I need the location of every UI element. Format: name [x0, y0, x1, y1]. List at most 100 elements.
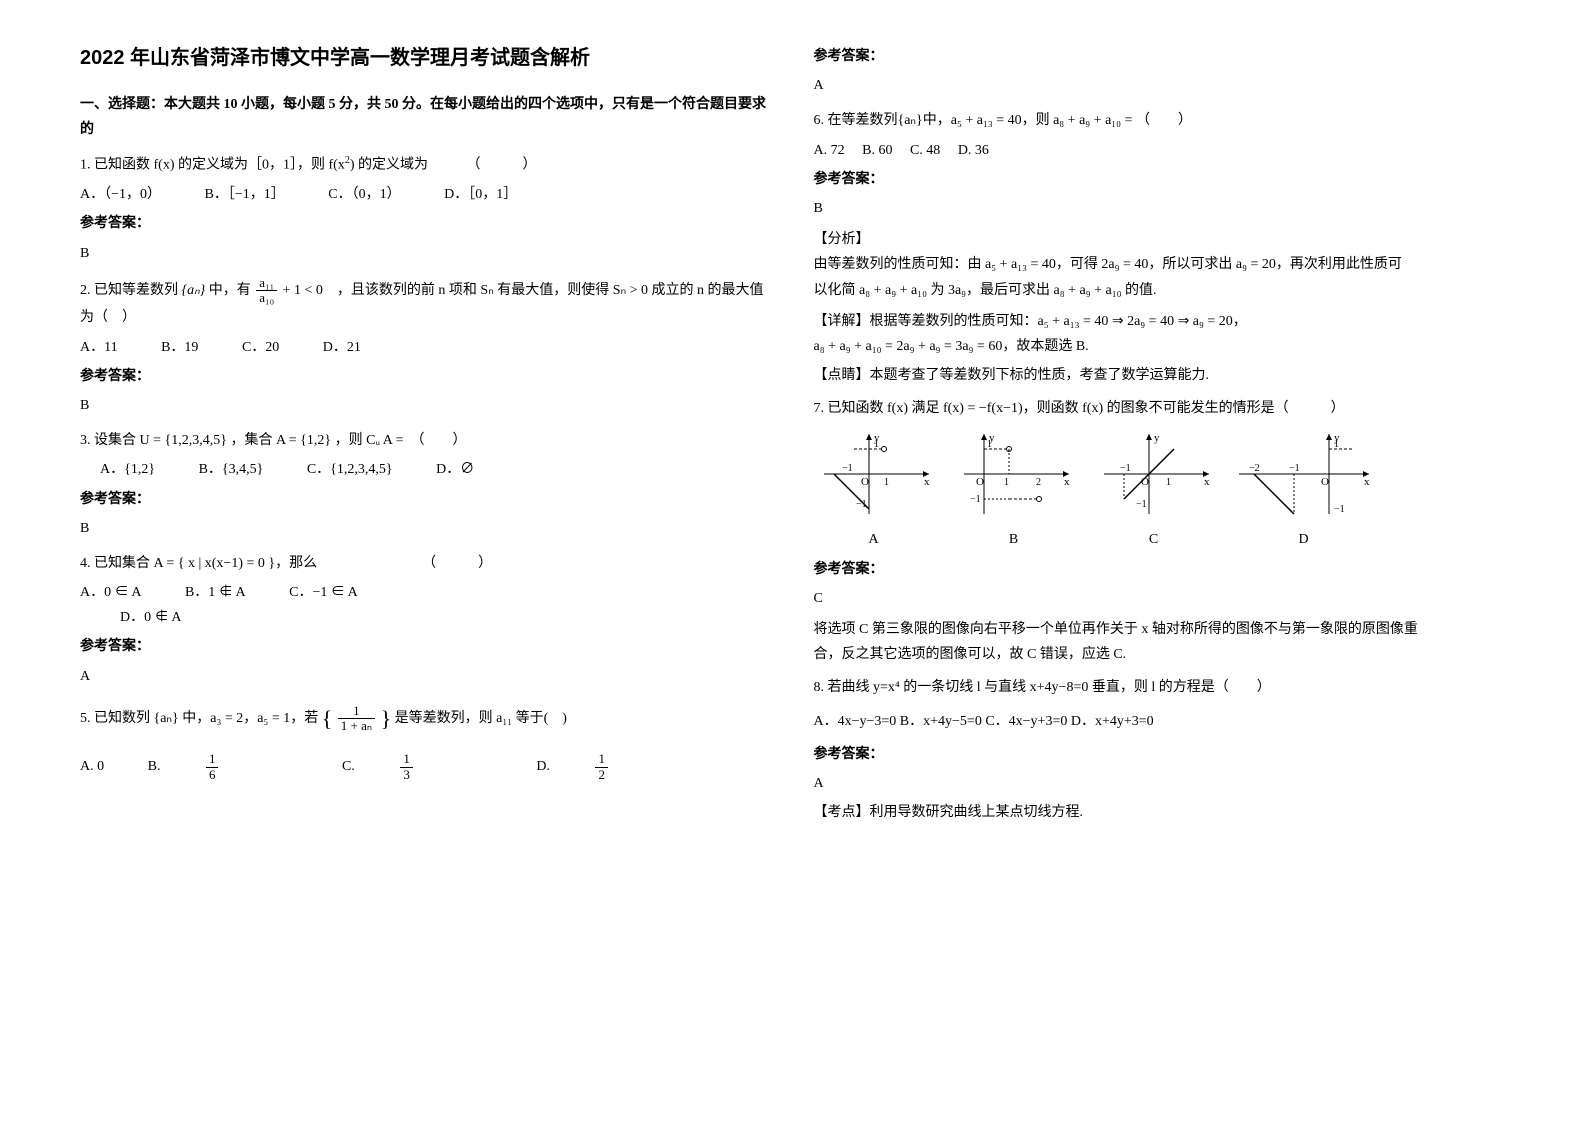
chart-C-svg: y x −1 1 −1 O — [1094, 429, 1214, 519]
q3-optD: D．∅ — [436, 457, 474, 482]
question-1: 1. 已知函数 f(x) 的定义域为［0，1］，则 f(x2) 的定义域为 （ … — [80, 152, 774, 265]
q5-optD-num: 1 — [595, 752, 608, 767]
chart-A: y x 1 −1 1 −1 O — [814, 429, 934, 519]
q3-optA: A．{1,2} — [100, 457, 155, 482]
q6-optB: B. 60 — [862, 138, 892, 163]
q1-ans: B — [80, 241, 774, 266]
q2-text-a: 2. 已知等差数列 — [80, 283, 178, 298]
q5-frac-num: 1 — [338, 704, 375, 719]
page-title: 2022 年山东省菏泽市博文中学高一数学理月考试题含解析 — [80, 40, 774, 76]
q2-ans-head: 参考答案： — [80, 364, 774, 389]
q6-text: 6. 在等差数列{aₙ}中，a₅ + a₁₃ = 40，则 a₈ + a₉ + … — [814, 108, 1508, 133]
q1-ans-head: 参考答案： — [80, 211, 774, 236]
q2-optA: A．11 — [80, 335, 118, 360]
q4-ans-head: 参考答案： — [80, 634, 774, 659]
chart-B: y x 1 1 2 −1 O — [954, 429, 1074, 519]
chart-A-svg: y x 1 −1 1 −1 O — [814, 429, 934, 519]
question-5: 5. 已知数列 {aₙ} 中，a₃ = 2，a₅ = 1，若 { 1 1 + a… — [80, 699, 774, 782]
q1-optA: A．（−1，0） — [80, 182, 161, 207]
q5-optD: D. 12 — [536, 752, 688, 782]
q4-ans: A — [80, 664, 774, 689]
q5-frac-den: 1 + aₙ — [338, 719, 375, 733]
q4-optB: B．1 ∉ A — [185, 580, 246, 605]
q6-comment: 【点睛】本题考查了等差数列下标的性质，考查了数学运算能力. — [814, 363, 1508, 388]
q6-optA: A. 72 — [814, 138, 845, 163]
q4-text: 4. 已知集合 A = { x | x(x−1) = 0 }，那么 （ ） — [80, 551, 774, 576]
q2-optC: C．20 — [242, 335, 279, 360]
q1-options: A．（−1，0） B．［−1，1］ C．（0，1） D．［0，1］ — [80, 182, 774, 207]
svg-text:1: 1 — [874, 439, 879, 450]
q6-analysis-head: 【分析】 — [814, 227, 1508, 252]
q7-text: 7. 已知函数 f(x) 满足 f(x) = −f(x−1)，则函数 f(x) … — [814, 396, 1508, 421]
q7-charts: y x 1 −1 1 −1 O — [814, 429, 1508, 519]
q4-optD: D．0 ∉ A — [80, 605, 774, 630]
q7-labB: B — [954, 527, 1074, 552]
chart-C-ny: −1 — [1136, 499, 1147, 510]
q7-labC: C — [1094, 527, 1214, 552]
chart-A-neg1: −1 — [842, 463, 853, 474]
question-3: 3. 设集合 U = {1,2,3,4,5} ，集合 A = {1,2} ，则 … — [80, 428, 774, 541]
svg-text:O: O — [861, 476, 869, 488]
q7-expl-l2: 合，反之其它选项的图像可以，故 C 错误，应选 C. — [814, 642, 1508, 667]
q6-optC: C. 48 — [910, 138, 940, 163]
q5-optC: C. 13 — [342, 752, 493, 782]
q3-ans-head: 参考答案： — [80, 487, 774, 512]
q3-optC: C．{1,2,3,4,5} — [307, 457, 393, 482]
q5-ans-head: 参考答案： — [814, 44, 1508, 69]
q7-ans: C — [814, 586, 1508, 611]
q2-frac-num: a₁₁ — [256, 276, 277, 291]
q5-optD-den: 2 — [595, 768, 608, 782]
q1-optD: D．［0，1］ — [444, 182, 517, 207]
q6-analysis-l1: 由等差数列的性质可知：由 a₅ + a₁₃ = 40，可得 2a₉ = 40，所… — [814, 252, 1508, 277]
svg-text:O: O — [976, 476, 984, 488]
chart-B-t1: 1 — [1004, 477, 1009, 488]
q7-ans-head: 参考答案： — [814, 557, 1508, 582]
q5-text-b: 是等差数列，则 a₁₁ 等于( ) — [395, 711, 567, 726]
q5-options: A. 0 B. 16 C. 13 D. 12 — [80, 752, 774, 782]
q5-optD-pre: D. — [536, 754, 550, 779]
q2-fraction: a₁₁ a₁₀ — [256, 276, 277, 306]
q2-ans: B — [80, 393, 774, 418]
question-4: 4. 已知集合 A = { x | x(x−1) = 0 }，那么 （ ） A．… — [80, 551, 774, 689]
q3-ans: B — [80, 516, 774, 541]
q5-fraction: 1 1 + aₙ — [338, 704, 375, 734]
svg-text:1: 1 — [987, 439, 992, 450]
q3-optB: B．{3,4,5} — [199, 457, 264, 482]
q6-analysis-l2: 以化简 a₈ + a₉ + a₁₀ 为 3a₉，最后可求出 a₈ + a₉ + … — [814, 278, 1508, 303]
q8-kd: 【考点】利用导数研究曲线上某点切线方程. — [814, 800, 1508, 825]
brace-left-icon: { — [322, 706, 333, 731]
q1-optC: C．（0，1） — [328, 182, 400, 207]
q5-text-a: 5. 已知数列 {aₙ} 中，a₃ = 2，a₅ = 1，若 — [80, 711, 322, 726]
q5-optC-pre: C. — [342, 754, 355, 779]
chart-C-xlabel: x — [1204, 476, 1210, 488]
q2-optB: B．19 — [161, 335, 198, 360]
question-2: 2. 已知等差数列 {aₙ} 中，有 a₁₁ a₁₀ + 1 < 0 ，且该数列… — [80, 276, 774, 418]
chart-D-xlabel: x — [1364, 476, 1370, 488]
q6-ans-head: 参考答案： — [814, 167, 1508, 192]
chart-C-t1: 1 — [1166, 477, 1171, 488]
q2-text-b: 中，有 — [209, 283, 251, 298]
chart-C-neg1: −1 — [1120, 463, 1131, 474]
chart-D-neg1: −1 — [1289, 463, 1300, 474]
chart-C-ylabel: y — [1154, 432, 1160, 444]
q7-labA: A — [814, 527, 934, 552]
question-6: 6. 在等差数列{aₙ}中，a₅ + a₁₃ = 40，则 a₈ + a₉ + … — [814, 108, 1508, 388]
q2-optD: D．21 — [323, 335, 361, 360]
q4-options: A．0 ∈ A B．1 ∉ A C．−1 ∈ A — [80, 580, 774, 605]
svg-text:O: O — [1141, 476, 1149, 488]
q8-opts: A．4x−y−3=0 B．x+4y−5=0 C．4x−y+3=0 D．x+4y+… — [814, 709, 1508, 734]
q6-options: A. 72 B. 60 C. 48 D. 36 — [814, 138, 1508, 163]
q5-optB-num: 1 — [206, 752, 219, 767]
q5-optC-num: 1 — [400, 752, 413, 767]
chart-D-ny: −1 — [1334, 504, 1345, 515]
q5-ans: A — [814, 73, 1508, 98]
chart-B-xlabel: x — [1064, 476, 1070, 488]
svg-text:O: O — [1321, 476, 1329, 488]
q5-optA: A. 0 — [80, 754, 104, 779]
q2-options: A．11 B．19 C．20 D．21 — [80, 335, 774, 360]
section1-head: 一、选择题：本大题共 10 小题，每小题 5 分，共 50 分。在每小题给出的四… — [80, 92, 774, 142]
q5-optB: B. 16 — [148, 752, 299, 782]
chart-B-ny: −1 — [970, 494, 981, 505]
q1-text-b: ) 的定义域为 — [350, 158, 428, 173]
chart-C: y x −1 1 −1 O — [1094, 429, 1214, 519]
